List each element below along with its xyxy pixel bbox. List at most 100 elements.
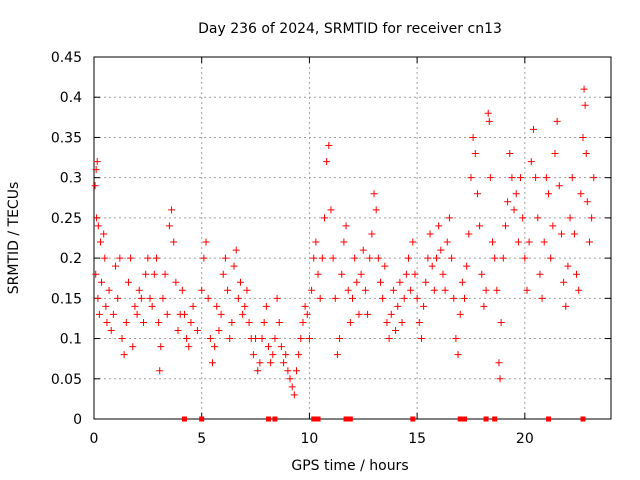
data-point <box>331 294 339 302</box>
data-point <box>519 214 527 222</box>
data-point <box>275 318 283 326</box>
data-points <box>91 85 598 399</box>
data-point <box>398 318 406 326</box>
gap-markers <box>181 416 586 422</box>
data-point <box>320 214 328 222</box>
data-point <box>189 302 197 310</box>
data-point <box>445 214 453 222</box>
data-point <box>103 318 111 326</box>
data-point <box>329 254 337 262</box>
data-point <box>538 294 546 302</box>
data-point <box>582 150 590 158</box>
data-point <box>392 327 400 335</box>
data-point <box>316 294 324 302</box>
data-point <box>383 318 391 326</box>
data-point <box>564 262 572 270</box>
data-point <box>157 343 165 351</box>
data-point <box>273 294 281 302</box>
data-point <box>211 343 219 351</box>
data-point <box>379 294 387 302</box>
data-point <box>262 302 270 310</box>
data-point <box>325 141 333 149</box>
data-point <box>357 270 365 278</box>
gap-marker <box>311 416 317 422</box>
y-tick-label: 0.05 <box>51 372 82 388</box>
data-point <box>525 238 533 246</box>
data-point <box>282 351 290 359</box>
data-point <box>374 254 382 262</box>
data-point <box>109 310 117 318</box>
data-point <box>580 85 588 93</box>
gap-marker <box>457 416 463 422</box>
data-point <box>94 294 102 302</box>
data-point <box>148 302 156 310</box>
data-point <box>213 302 221 310</box>
data-point <box>443 238 451 246</box>
data-point <box>394 302 402 310</box>
data-point <box>290 391 298 399</box>
gap-marker <box>272 416 278 422</box>
data-point <box>413 294 421 302</box>
data-point <box>344 286 352 294</box>
data-point <box>198 286 206 294</box>
data-point <box>129 343 137 351</box>
data-point <box>178 286 186 294</box>
x-tick-label: 20 <box>516 431 534 447</box>
data-point <box>411 270 419 278</box>
data-point <box>297 335 305 343</box>
data-point <box>102 302 110 310</box>
data-point <box>562 302 570 310</box>
data-point <box>510 206 518 214</box>
data-point <box>254 367 262 375</box>
data-point <box>112 262 120 270</box>
gap-marker <box>492 416 498 422</box>
data-point <box>536 270 544 278</box>
data-point <box>540 238 548 246</box>
data-point <box>396 278 404 286</box>
data-point <box>303 310 311 318</box>
data-point <box>314 270 322 278</box>
y-axis-label: SRMTID / TECUs <box>6 182 22 295</box>
data-point <box>140 318 148 326</box>
data-point <box>292 367 300 375</box>
data-point <box>361 286 369 294</box>
grid <box>94 57 611 419</box>
data-point <box>355 310 363 318</box>
data-point <box>163 310 171 318</box>
data-point <box>557 230 565 238</box>
data-point <box>491 254 499 262</box>
data-point <box>323 158 331 166</box>
x-tick-label: 10 <box>301 431 319 447</box>
data-point <box>260 318 268 326</box>
data-point <box>437 246 445 254</box>
data-point <box>301 302 309 310</box>
data-point <box>489 238 497 246</box>
data-point <box>484 109 492 117</box>
data-point <box>579 133 587 141</box>
data-point <box>159 294 167 302</box>
data-point <box>217 310 225 318</box>
data-point <box>269 351 277 359</box>
data-point <box>165 222 173 230</box>
data-point <box>450 294 458 302</box>
data-point <box>202 238 210 246</box>
gap-marker <box>315 416 321 422</box>
data-point <box>219 270 227 278</box>
data-point <box>342 222 350 230</box>
data-point <box>187 318 195 326</box>
data-point <box>98 278 106 286</box>
data-point <box>152 254 160 262</box>
data-point <box>424 254 432 262</box>
data-point <box>381 262 389 270</box>
data-point <box>144 254 152 262</box>
data-point <box>448 254 456 262</box>
gap-marker <box>410 416 416 422</box>
data-point <box>288 383 296 391</box>
data-point <box>469 133 477 141</box>
data-point <box>284 367 292 375</box>
data-point <box>305 335 313 343</box>
data-point <box>226 335 234 343</box>
data-point <box>95 310 103 318</box>
data-point <box>400 294 408 302</box>
